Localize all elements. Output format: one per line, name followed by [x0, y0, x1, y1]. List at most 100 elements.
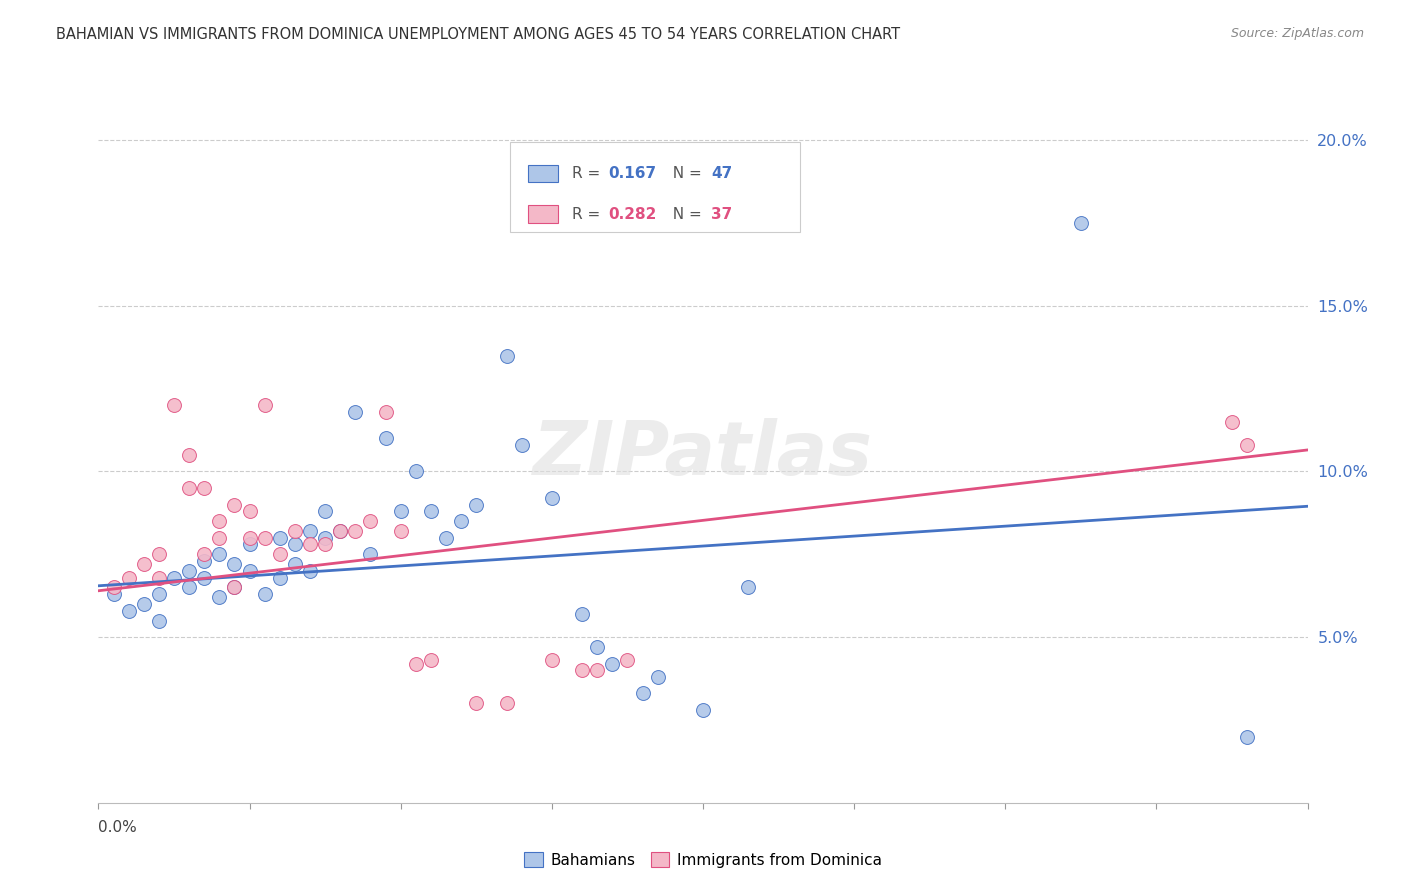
- Text: R =: R =: [572, 166, 606, 181]
- Point: [193, 481, 215, 495]
- Point: [193, 570, 215, 584]
- Text: 0.167: 0.167: [609, 166, 657, 181]
- Point: [253, 531, 276, 545]
- Point: [1236, 730, 1258, 744]
- Text: ZIPatlas: ZIPatlas: [533, 418, 873, 491]
- Point: [148, 614, 170, 628]
- Point: [148, 547, 170, 561]
- FancyBboxPatch shape: [509, 142, 800, 232]
- Text: 47: 47: [711, 166, 733, 181]
- Point: [602, 657, 624, 671]
- Point: [239, 531, 262, 545]
- Point: [148, 587, 170, 601]
- Point: [616, 653, 638, 667]
- Point: [434, 531, 457, 545]
- Point: [163, 398, 186, 412]
- Point: [179, 564, 201, 578]
- Point: [179, 481, 201, 495]
- Legend: Bahamians, Immigrants from Dominica: Bahamians, Immigrants from Dominica: [517, 844, 889, 875]
- Text: 0.282: 0.282: [609, 207, 657, 222]
- Point: [224, 558, 246, 572]
- FancyBboxPatch shape: [527, 205, 558, 223]
- Point: [314, 504, 336, 518]
- Point: [299, 537, 322, 551]
- Point: [208, 591, 231, 605]
- Point: [586, 640, 609, 654]
- Point: [692, 703, 714, 717]
- Point: [239, 564, 262, 578]
- Point: [420, 653, 443, 667]
- Point: [253, 398, 276, 412]
- Point: [1220, 415, 1243, 429]
- Point: [118, 604, 141, 618]
- Text: N =: N =: [664, 166, 707, 181]
- Point: [132, 597, 155, 611]
- Point: [224, 581, 246, 595]
- Point: [510, 438, 533, 452]
- Point: [405, 657, 427, 671]
- Point: [299, 524, 322, 538]
- Point: [299, 564, 322, 578]
- Point: [1236, 438, 1258, 452]
- Point: [344, 524, 367, 538]
- Point: [179, 448, 201, 462]
- Point: [360, 514, 382, 528]
- Point: [103, 581, 125, 595]
- Point: [269, 570, 291, 584]
- Text: Source: ZipAtlas.com: Source: ZipAtlas.com: [1230, 27, 1364, 40]
- Point: [374, 405, 396, 419]
- Point: [571, 663, 593, 677]
- Point: [314, 537, 336, 551]
- Text: 0.0%: 0.0%: [98, 821, 138, 835]
- Text: BAHAMIAN VS IMMIGRANTS FROM DOMINICA UNEMPLOYMENT AMONG AGES 45 TO 54 YEARS CORR: BAHAMIAN VS IMMIGRANTS FROM DOMINICA UNE…: [56, 27, 900, 42]
- Point: [450, 514, 472, 528]
- Point: [132, 558, 155, 572]
- Point: [239, 504, 262, 518]
- Point: [284, 537, 307, 551]
- Point: [269, 547, 291, 561]
- Text: R =: R =: [572, 207, 606, 222]
- Point: [329, 524, 352, 538]
- Point: [495, 349, 517, 363]
- Point: [284, 524, 307, 538]
- Point: [329, 524, 352, 538]
- Point: [495, 697, 517, 711]
- Text: 37: 37: [711, 207, 733, 222]
- Point: [360, 547, 382, 561]
- Point: [118, 570, 141, 584]
- Point: [208, 531, 231, 545]
- Point: [405, 465, 427, 479]
- Point: [179, 581, 201, 595]
- Point: [253, 587, 276, 601]
- Point: [586, 663, 609, 677]
- Point: [541, 491, 564, 505]
- Text: N =: N =: [664, 207, 707, 222]
- Point: [224, 581, 246, 595]
- Point: [284, 558, 307, 572]
- Point: [269, 531, 291, 545]
- Point: [541, 653, 564, 667]
- Point: [224, 498, 246, 512]
- Point: [103, 587, 125, 601]
- Point: [314, 531, 336, 545]
- FancyBboxPatch shape: [527, 165, 558, 182]
- Point: [647, 670, 669, 684]
- Point: [571, 607, 593, 621]
- Point: [389, 504, 412, 518]
- Point: [148, 570, 170, 584]
- Point: [465, 697, 488, 711]
- Point: [193, 554, 215, 568]
- Point: [389, 524, 412, 538]
- Point: [239, 537, 262, 551]
- Point: [208, 514, 231, 528]
- Point: [737, 581, 759, 595]
- Point: [465, 498, 488, 512]
- Point: [193, 547, 215, 561]
- Point: [631, 686, 654, 700]
- Point: [374, 431, 396, 445]
- Point: [163, 570, 186, 584]
- Point: [1070, 216, 1092, 230]
- Point: [420, 504, 443, 518]
- Point: [344, 405, 367, 419]
- Point: [208, 547, 231, 561]
